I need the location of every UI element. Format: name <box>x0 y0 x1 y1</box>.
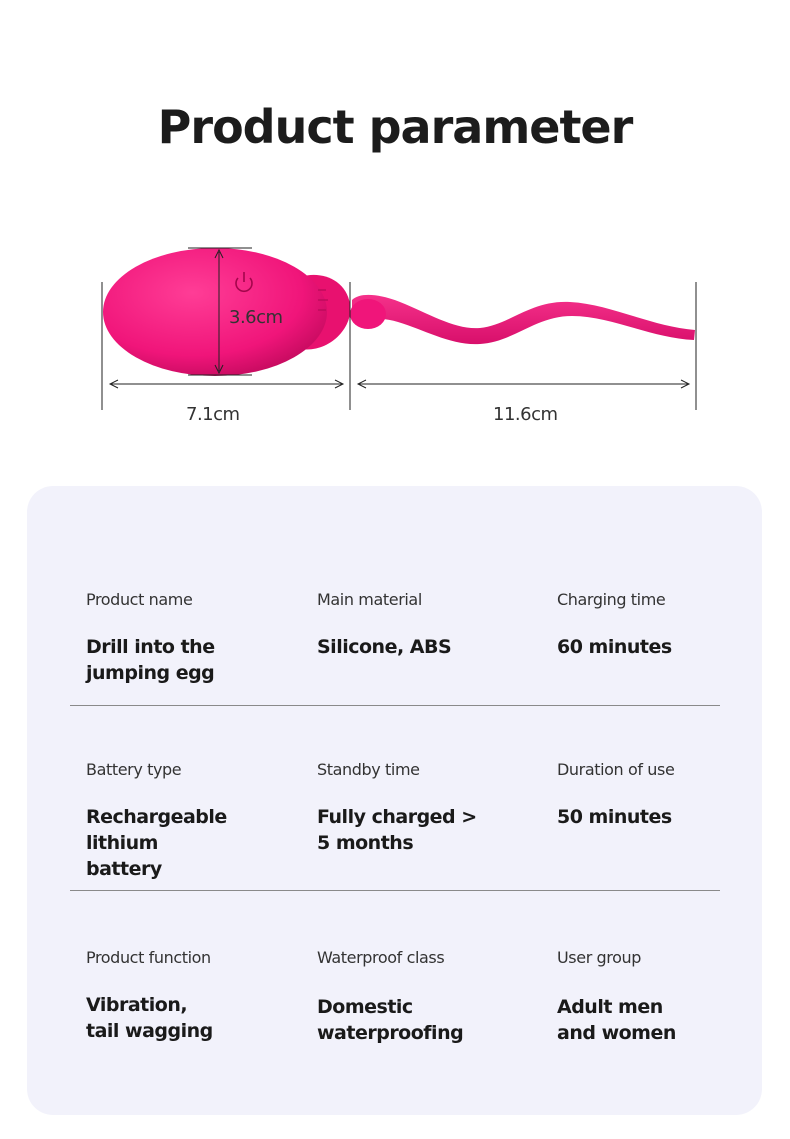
spec-label: Main material <box>317 590 422 609</box>
egg-length-label: 7.1cm <box>186 404 240 425</box>
spec-product-name: Product name Drill into the jumping egg <box>86 590 296 686</box>
spec-value: 50 minutes <box>557 806 672 828</box>
power-icon <box>235 272 253 293</box>
spec-charging-time: Charging time 60 minutes <box>557 590 767 660</box>
height-dimension-label: 3.6cm <box>229 307 283 328</box>
spec-duration-of-use: Duration of use 50 minutes <box>557 760 767 830</box>
spec-label: Duration of use <box>557 760 675 779</box>
spec-value: Domestic waterproofing <box>317 996 464 1044</box>
spec-value: Rechargeable lithium battery <box>86 806 227 880</box>
spec-value: Fully charged > 5 months <box>317 806 477 854</box>
product-dimension-figure: 3.6cm 7.1cm 11.6cm <box>0 230 790 440</box>
spec-value: Silicone, ABS <box>317 636 452 658</box>
spec-product-function: Product function Vibration, tail wagging <box>86 948 296 1044</box>
page-title: Product parameter <box>157 100 634 154</box>
spec-value: Drill into the jumping egg <box>86 636 215 684</box>
spec-label: Charging time <box>557 590 666 609</box>
product-illustration <box>101 247 697 410</box>
spec-main-material: Main material Silicone, ABS <box>317 590 527 660</box>
product-tail <box>352 294 695 345</box>
spec-value: 60 minutes <box>557 636 672 658</box>
row-divider <box>70 890 720 891</box>
tail-length-label: 11.6cm <box>493 404 558 425</box>
spec-label: Standby time <box>317 760 420 779</box>
spec-label: Waterproof class <box>317 948 445 967</box>
spec-label: Product function <box>86 948 211 967</box>
neck-markings-icon <box>318 289 328 311</box>
spec-waterproof-class: Waterproof class Domestic waterproofing <box>317 948 527 1046</box>
row-divider <box>70 705 720 706</box>
spec-label: Product name <box>86 590 193 609</box>
spec-battery-type: Battery type Rechargeable lithium batter… <box>86 760 296 882</box>
spec-label: User group <box>557 948 642 967</box>
spec-standby-time: Standby time Fully charged > 5 months <box>317 760 527 856</box>
spec-value: Adult men and women <box>557 996 676 1044</box>
spec-card: Product name Drill into the jumping egg … <box>27 486 762 1115</box>
spec-user-group: User group Adult men and women <box>557 948 767 1046</box>
product-egg <box>103 248 327 376</box>
product-tail-head <box>350 299 386 329</box>
spec-value: Vibration, tail wagging <box>86 994 213 1042</box>
spec-label: Battery type <box>86 760 182 779</box>
